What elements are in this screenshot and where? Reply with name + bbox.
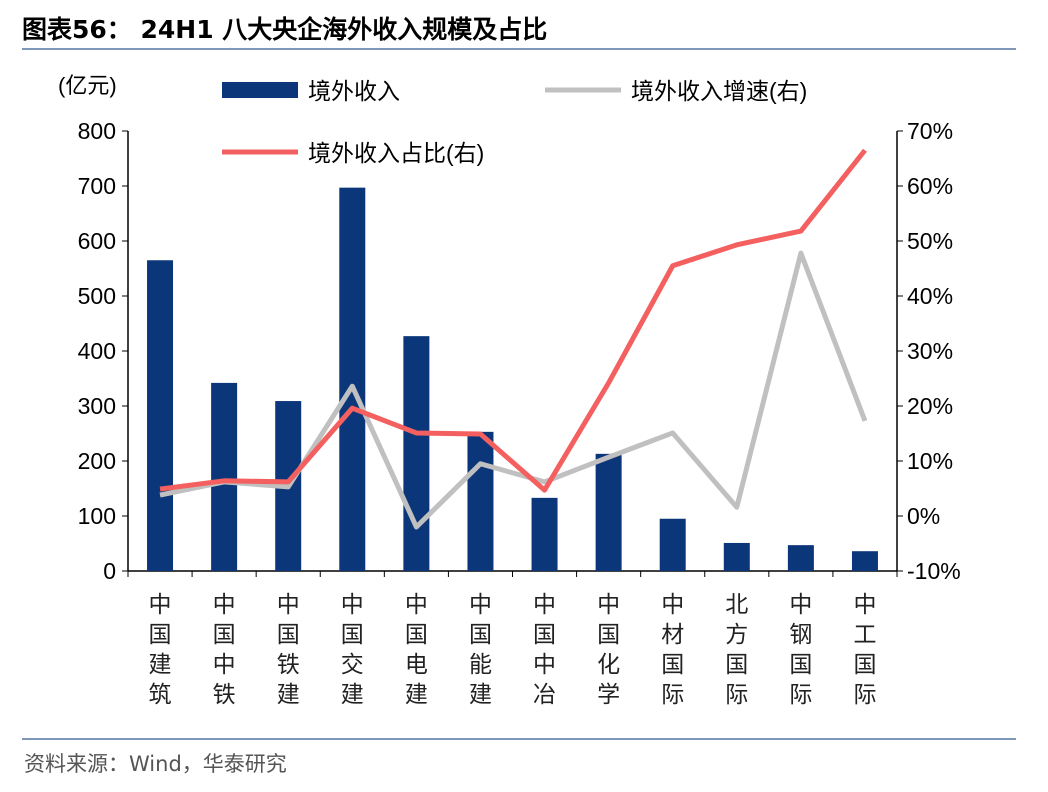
category-label-char: 中	[533, 591, 556, 617]
left-tick-label: 600	[78, 228, 116, 254]
category-label-char: 交	[341, 651, 364, 677]
right-tick-label: 60%	[907, 173, 953, 199]
category-label-char: 中	[533, 651, 556, 677]
category-label-char: 建	[341, 681, 364, 707]
bar-中钢国际	[787, 545, 814, 571]
category-label-char: 工	[853, 621, 876, 647]
category-label-char: 学	[597, 681, 620, 707]
right-tick-label: 70%	[907, 118, 953, 144]
category-label-char: 方	[725, 621, 748, 647]
bar-中国能建	[467, 431, 494, 571]
category-label-char: 际	[789, 681, 812, 707]
category-label-char: 材	[661, 621, 684, 647]
legend-swatch-bar	[222, 82, 298, 98]
legend-label: 境外收入	[308, 78, 400, 104]
right-tick-label: 50%	[907, 228, 953, 254]
category-label-char: 国	[149, 621, 172, 647]
category-label-char: 中	[277, 591, 300, 617]
category-label-char: 际	[661, 681, 684, 707]
left-tick-label: 200	[78, 448, 116, 474]
left-tick-label: 100	[78, 503, 116, 529]
category-label-char: 国	[725, 651, 748, 677]
category-label-char: 国	[469, 621, 492, 647]
category-label-char: 国	[661, 651, 684, 677]
category-label-char: 国	[789, 651, 812, 677]
category-label-char: 中	[853, 591, 876, 617]
line-series-1	[159, 250, 868, 530]
bar-北方国际	[723, 542, 750, 571]
right-tick-label: 20%	[907, 393, 953, 419]
category-label-char: 能	[469, 651, 492, 677]
category-label-char: 化	[597, 651, 620, 677]
figure-title: 图表56： 24H1 八大央企海外收入规模及占比	[22, 15, 548, 44]
left-tick-label: 0	[103, 558, 116, 584]
left-tick-label: 400	[78, 338, 116, 364]
category-label-char: 中	[341, 591, 364, 617]
left-axis-unit: (亿元)	[58, 73, 117, 98]
category-label-char: 国	[213, 621, 236, 647]
bar-中国化学	[595, 453, 622, 571]
bar-中国建筑	[147, 260, 174, 571]
category-label-char: 中	[469, 591, 492, 617]
category-label-char: 国	[597, 621, 620, 647]
category-label-char: 际	[853, 681, 876, 707]
category-label-char: 国	[853, 651, 876, 677]
right-tick-label: 30%	[907, 338, 953, 364]
category-label-char: 中	[597, 591, 620, 617]
left-tick-label: 500	[78, 283, 116, 309]
line-series-2	[159, 148, 867, 493]
top-divider	[22, 48, 1016, 50]
category-label-char: 际	[725, 681, 748, 707]
category-label-char: 中	[213, 651, 236, 677]
bar-中材国际	[659, 518, 686, 571]
category-label-char: 铁	[213, 681, 236, 707]
bar-中国中冶	[531, 497, 558, 571]
right-tick-label: 0%	[907, 503, 940, 529]
bottom-divider	[22, 738, 1016, 740]
left-tick-label: 300	[78, 393, 116, 419]
category-label-char: 北	[725, 591, 748, 617]
category-label-char: 建	[149, 651, 172, 677]
category-label-char: 筑	[149, 681, 172, 707]
source-note: 资料来源：Wind，华泰研究	[24, 752, 287, 776]
category-label-char: 中	[405, 591, 428, 617]
category-label-char: 中	[213, 591, 236, 617]
category-label-char: 建	[405, 681, 428, 707]
category-label-char: 国	[405, 621, 428, 647]
category-label-char: 国	[533, 621, 556, 647]
category-label-char: 建	[469, 681, 492, 707]
category-label-char: 钢	[789, 621, 812, 647]
category-label-char: 国	[277, 621, 300, 647]
left-tick-label: 700	[78, 173, 116, 199]
right-tick-label: 10%	[907, 448, 953, 474]
category-label-char: 中	[149, 591, 172, 617]
category-label-char: 建	[277, 681, 300, 707]
category-label-char: 冶	[533, 681, 556, 707]
left-tick-label: 800	[78, 118, 116, 144]
bar-中国交建	[339, 187, 366, 571]
category-label-char: 中	[661, 591, 684, 617]
category-label-char: 中	[789, 591, 812, 617]
category-label-char: 铁	[277, 651, 300, 677]
right-tick-label: 40%	[907, 283, 953, 309]
bar-中国电建	[403, 336, 430, 571]
bar-中工国际	[851, 551, 878, 571]
legend-label: 境外收入占比(右)	[308, 140, 484, 166]
category-label-char: 国	[341, 621, 364, 647]
category-label-char: 电	[405, 651, 428, 677]
legend-label: 境外收入增速(右)	[631, 78, 807, 104]
bar-中国中铁	[211, 382, 238, 571]
right-tick-label: -10%	[907, 558, 961, 584]
